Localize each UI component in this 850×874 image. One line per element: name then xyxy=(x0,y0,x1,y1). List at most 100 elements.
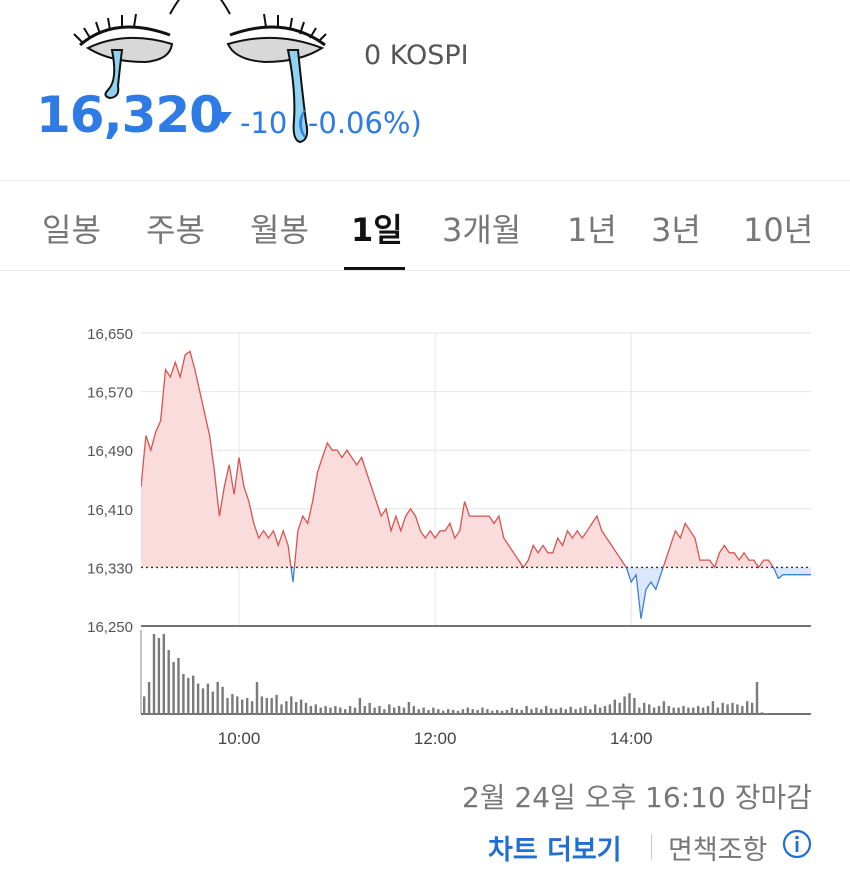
volume-bar xyxy=(324,706,327,714)
volume-bar xyxy=(716,707,719,714)
volume-bar xyxy=(520,710,523,714)
volume-bar xyxy=(545,706,548,714)
volume-bar xyxy=(167,650,170,714)
volume-bar xyxy=(388,704,391,714)
volume-bar xyxy=(368,702,371,714)
tab-monthly-candle[interactable]: 월봉 xyxy=(250,211,309,249)
volume-bar xyxy=(201,688,205,714)
triangle-down-icon xyxy=(214,112,232,124)
volume-bar xyxy=(172,662,175,714)
volume-bar xyxy=(677,707,680,714)
volume-bar xyxy=(393,707,396,714)
volume-bar xyxy=(559,707,563,714)
tab-3-years[interactable]: 3년 xyxy=(651,211,701,249)
tab-weekly-candle[interactable]: 주봉 xyxy=(146,211,205,249)
volume-bar xyxy=(407,702,411,714)
volume-bar xyxy=(540,709,543,714)
volume-bar xyxy=(427,710,430,714)
volume-bar xyxy=(334,706,337,714)
volume-bar xyxy=(682,706,685,714)
volume-bar xyxy=(157,638,161,714)
tab-1-day[interactable]: 1일 xyxy=(351,211,403,249)
volume-bar xyxy=(461,709,465,714)
tab-3-months[interactable]: 3개월 xyxy=(442,211,522,249)
price-change: -10 (-0.06%) xyxy=(240,106,422,140)
volume-bar xyxy=(319,707,322,714)
disclaimer-link[interactable]: 면책조항 xyxy=(668,835,768,866)
y-tick-label: 16,330 xyxy=(87,560,133,577)
volume-bar xyxy=(299,699,303,714)
volume-bar xyxy=(236,696,239,714)
volume-bar xyxy=(530,709,533,714)
volume-bar xyxy=(657,706,661,714)
volume-bar xyxy=(554,709,558,714)
volume-bar xyxy=(697,706,700,714)
volume-bar xyxy=(265,698,268,714)
volume-bar xyxy=(143,696,146,714)
tabs-divider xyxy=(0,270,850,271)
volume-bar xyxy=(231,694,234,714)
market-close-timestamp: 2월 24일 오후 16:10 장마감 xyxy=(461,781,812,814)
volume-bar xyxy=(765,713,768,714)
price-area-up xyxy=(141,351,774,568)
volume-bar xyxy=(726,704,729,714)
volume-bar xyxy=(652,707,656,714)
volume-bar xyxy=(187,678,190,714)
volume-bar xyxy=(304,702,308,714)
price-line-up xyxy=(141,350,775,568)
price-area-down xyxy=(141,567,811,619)
volume-bar xyxy=(192,675,195,714)
volume-bar xyxy=(246,698,249,714)
crying-eyes-sticker xyxy=(73,0,327,144)
volume-bar xyxy=(481,707,484,714)
volume-bar xyxy=(500,710,504,714)
volume-bar xyxy=(701,707,705,714)
volume-bar xyxy=(353,707,357,714)
volume-bar xyxy=(535,707,538,714)
tab-daily-candle[interactable]: 일봉 xyxy=(42,211,101,249)
volume-bar xyxy=(598,707,602,714)
footer-divider xyxy=(651,834,652,860)
volume-bar xyxy=(358,698,362,714)
volume-bar xyxy=(255,682,259,714)
volume-bar xyxy=(152,634,156,714)
y-tick-label: 16,490 xyxy=(87,443,133,460)
volume-bar xyxy=(564,709,567,714)
tab-1-year[interactable]: 1년 xyxy=(567,211,617,249)
volume-bar xyxy=(226,698,229,714)
volume-bar xyxy=(721,702,724,714)
volume-bar xyxy=(662,701,666,714)
more-chart-link[interactable]: 차트 더보기 xyxy=(488,835,622,866)
volume-bar xyxy=(608,704,612,714)
volume-bar xyxy=(211,691,214,714)
volume-bar xyxy=(241,699,244,714)
volume-bar xyxy=(594,704,597,714)
volume-bar xyxy=(692,707,695,714)
info-circle-icon[interactable] xyxy=(782,829,812,859)
volume-bar xyxy=(162,634,165,714)
volume-bar xyxy=(755,682,759,714)
volume-bar xyxy=(402,707,406,714)
volume-bar xyxy=(706,706,710,714)
volume-bar xyxy=(628,693,631,714)
x-tick-label: 10:00 xyxy=(218,729,261,748)
volume-bar xyxy=(741,706,744,714)
volume-bar xyxy=(486,709,489,714)
volume-bar xyxy=(643,702,646,714)
volume-bar xyxy=(196,683,200,714)
volume-bar xyxy=(760,712,764,714)
volume-bar xyxy=(314,704,317,714)
volume-bar xyxy=(412,706,415,714)
volume-bar xyxy=(510,707,514,714)
volume-bar xyxy=(422,707,425,714)
volume-bar xyxy=(491,710,494,714)
x-tick-label: 14:00 xyxy=(610,729,653,748)
volume-bar xyxy=(505,710,509,714)
volume-bar xyxy=(250,701,254,714)
tab-10-years[interactable]: 10년 xyxy=(743,211,814,249)
volume-bar xyxy=(579,707,582,714)
volume-bar xyxy=(731,702,734,714)
volume-bar xyxy=(638,707,641,714)
volume-bar xyxy=(437,709,440,714)
header-divider xyxy=(0,180,850,181)
